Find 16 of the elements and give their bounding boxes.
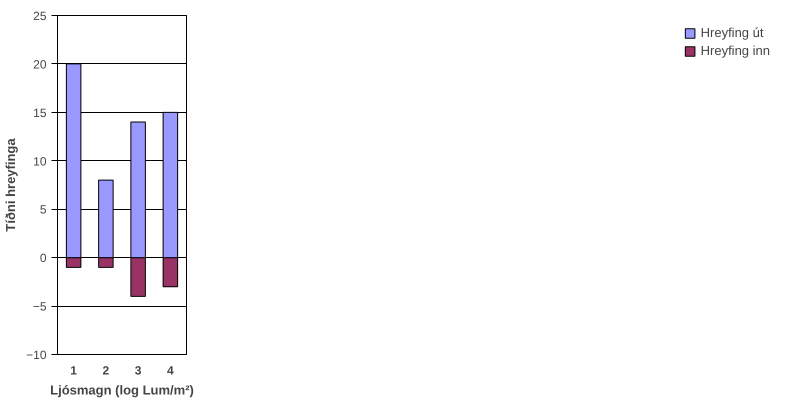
y-tick-label: 25	[33, 9, 47, 23]
legend-label: Hreyfing inn	[700, 43, 770, 58]
x-axis-title: Ljósmagn (log Lum/m²)	[50, 382, 194, 398]
y-tick-label: 20	[33, 57, 47, 72]
x-tick-label: 3	[134, 364, 142, 378]
legend-label: Hreyfing út	[700, 25, 764, 40]
y-tick-label: 5	[40, 202, 47, 217]
y-tick-label: 15	[33, 106, 47, 120]
x-tick-label: 4	[167, 364, 174, 378]
y-tick-label: 10	[33, 154, 47, 168]
x-tick-label: 2	[102, 364, 110, 378]
y-tick-label: −10	[26, 348, 47, 362]
x-tick-label: 1	[70, 364, 78, 378]
y-tick-label: −5	[32, 300, 47, 314]
y-tick-label: 0	[40, 251, 47, 266]
y-axis-title: Tíðni hreyfinga	[3, 138, 18, 232]
